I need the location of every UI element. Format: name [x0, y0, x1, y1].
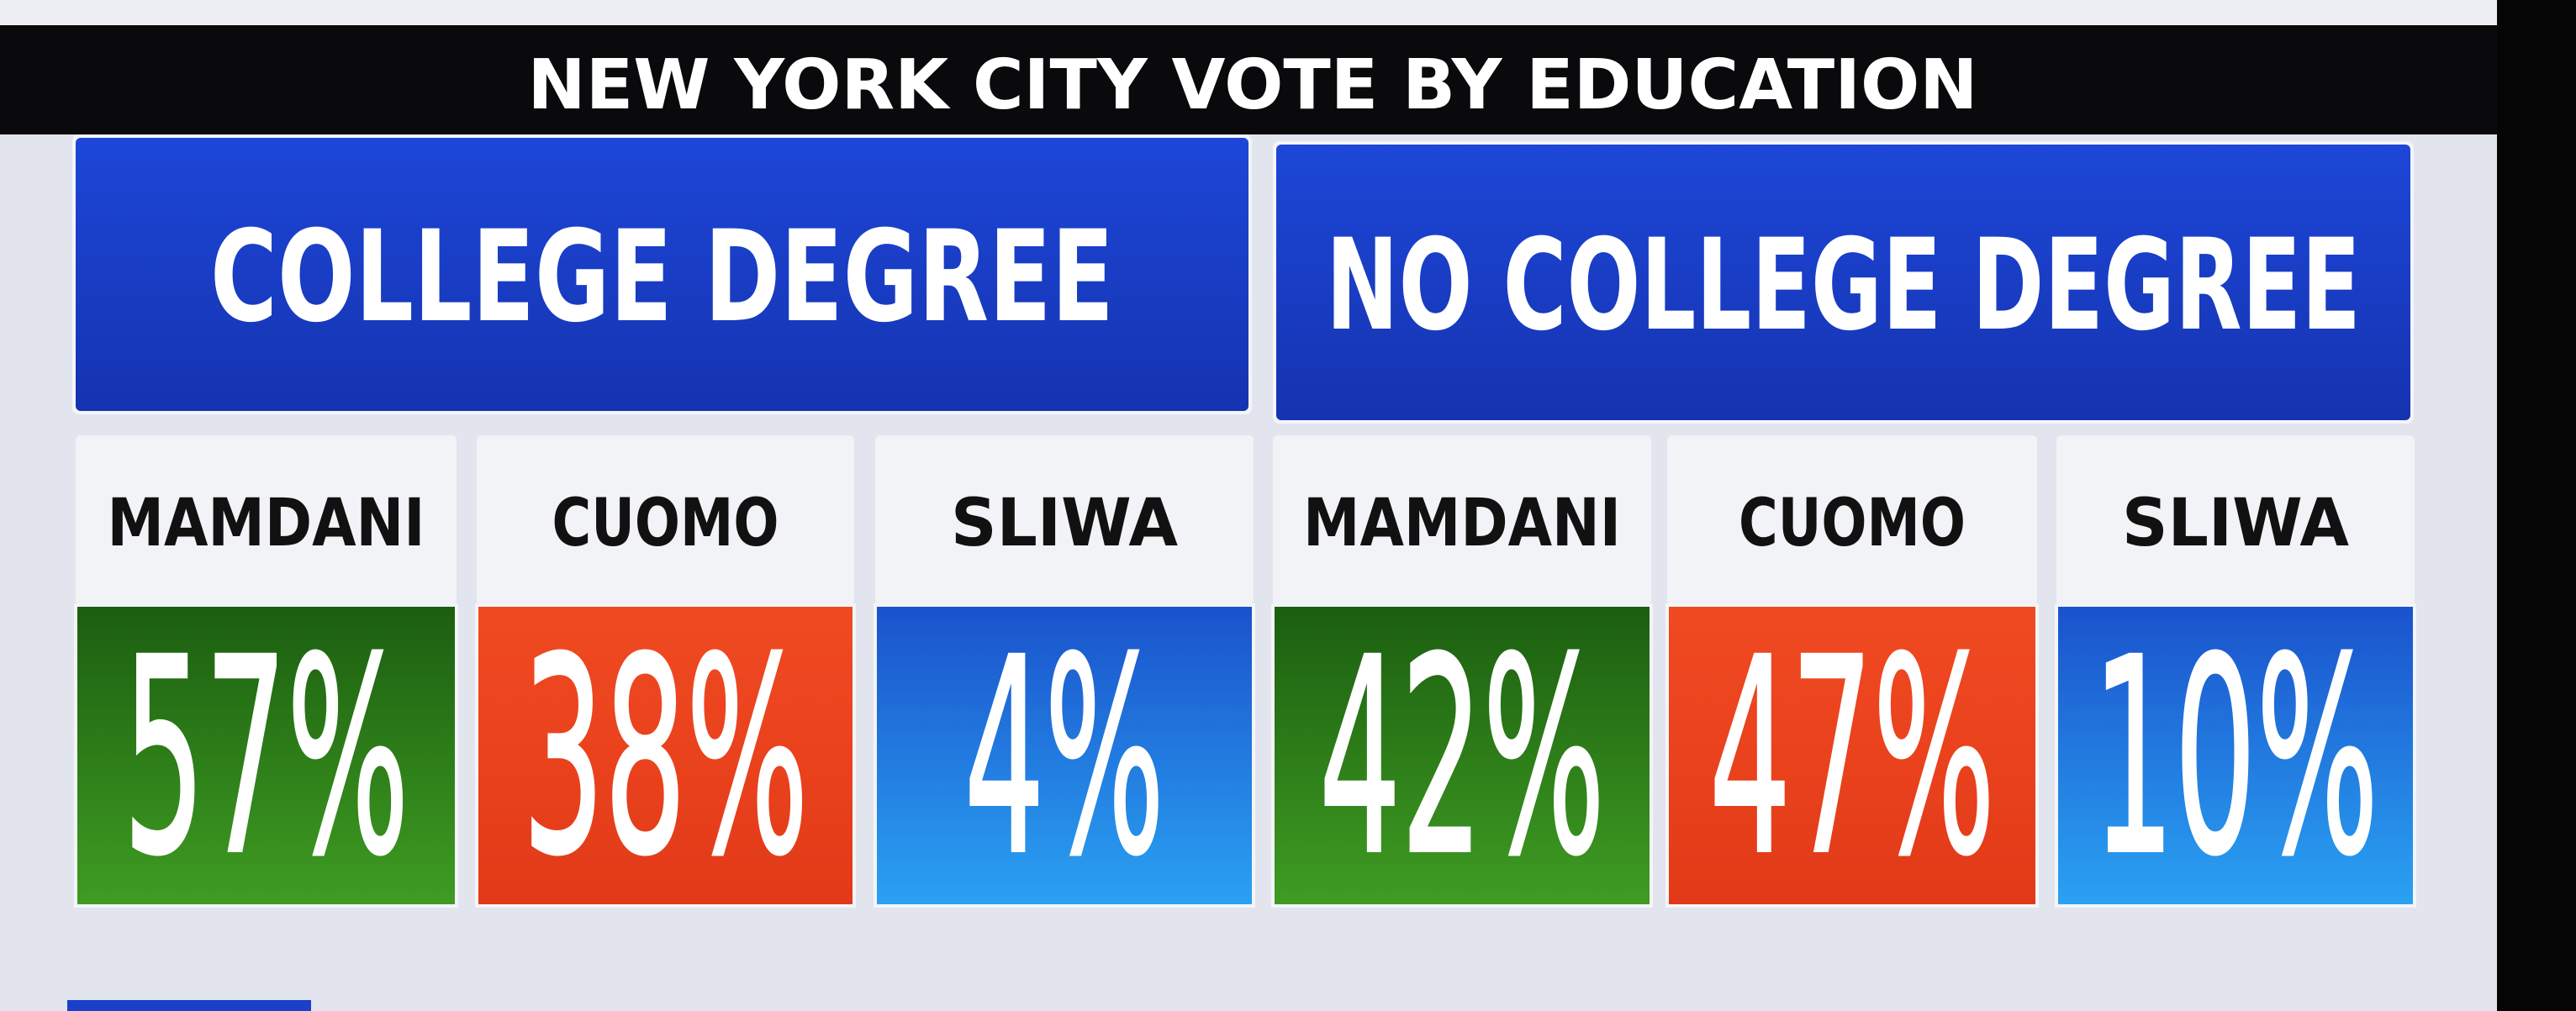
- title-bar: [0, 25, 2497, 134]
- candidate-name-box: [1667, 435, 2037, 605]
- candidate-value-box: [74, 603, 458, 908]
- group-label: NO COLLEGE DEGREE: [1326, 213, 2361, 359]
- candidate-name: SLIWA: [2122, 486, 2349, 561]
- group-header: [76, 138, 1248, 411]
- candidate-name-box: [875, 435, 1254, 605]
- bottom-fragment: [67, 1000, 311, 1011]
- title: NEW YORK CITY VOTE BY EDUCATION: [528, 45, 1978, 125]
- top-strip: [0, 0, 2497, 25]
- candidate-name: MAMDANI: [1303, 486, 1621, 561]
- candidate-value-box: [874, 603, 1255, 908]
- candidate-value: 47%: [1709, 602, 1995, 914]
- candidate-name: MAMDANI: [108, 486, 425, 561]
- candidate-value: 38%: [523, 602, 809, 914]
- candidate-name-box: [477, 435, 854, 605]
- candidate-name: SLIWA: [951, 486, 1178, 561]
- screen-edge: [2497, 0, 2576, 1011]
- candidate-name-box: [1273, 435, 1651, 605]
- candidate-value-box: [475, 603, 856, 908]
- candidate-value: 42%: [1319, 602, 1605, 914]
- candidate-name: CUOMO: [1739, 486, 1966, 561]
- candidate-value: 10%: [2093, 602, 2378, 914]
- candidate-name-box: [76, 435, 457, 605]
- candidate-value: 4%: [964, 602, 1164, 914]
- candidate-value-box: [1665, 603, 2039, 908]
- candidate-value: 57%: [124, 602, 409, 914]
- candidate-name: CUOMO: [552, 486, 779, 561]
- candidate-value-box: [1271, 603, 1653, 908]
- candidate-name-box: [2056, 435, 2415, 605]
- candidate-value-box: [2055, 603, 2416, 908]
- group-header: [1276, 145, 2410, 420]
- group-label: COLLEGE DEGREE: [210, 204, 1114, 350]
